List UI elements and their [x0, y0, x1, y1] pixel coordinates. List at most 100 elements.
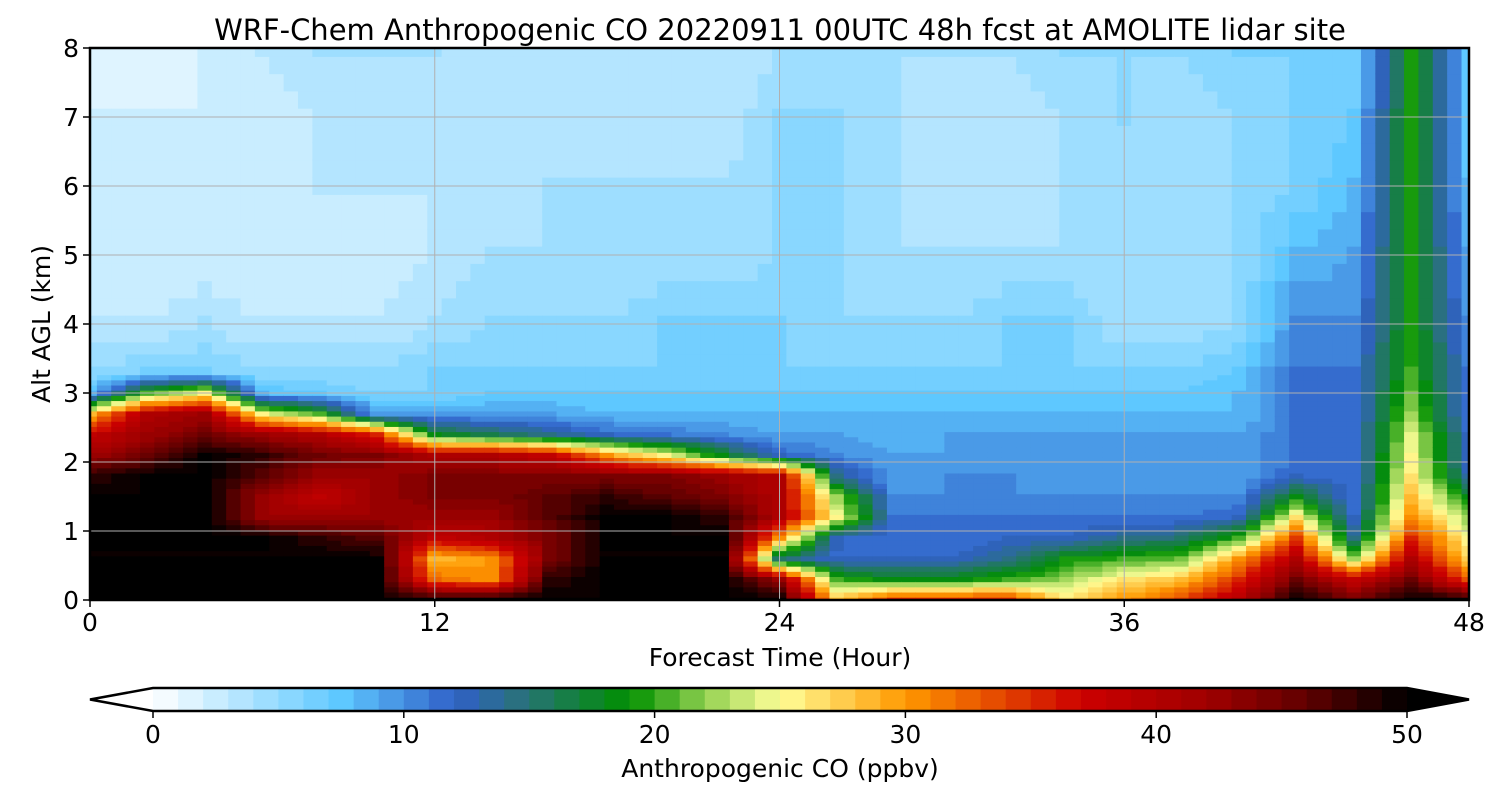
heatmap-cell — [958, 550, 974, 557]
heatmap-cell — [700, 483, 716, 490]
heatmap-cell — [269, 478, 285, 484]
heatmap-cell — [1174, 228, 1190, 247]
heatmap-cell — [355, 591, 371, 598]
heatmap-cell — [815, 597, 831, 600]
heatmap-cell — [111, 503, 127, 510]
heatmap-cell — [642, 415, 658, 422]
heatmap-cell — [240, 263, 256, 282]
heatmap-cell — [872, 280, 888, 299]
heatmap-cell — [542, 365, 558, 376]
heatmap-cell — [369, 415, 385, 422]
heatmap-cell — [226, 540, 242, 546]
heatmap-cell — [226, 514, 242, 521]
heatmap-cell — [815, 535, 831, 541]
heatmap-cell — [1030, 581, 1046, 588]
heatmap-cell — [269, 498, 285, 505]
heatmap-cell — [96, 410, 112, 417]
heatmap-cell — [154, 441, 170, 448]
heatmap-cell — [628, 297, 644, 316]
heatmap-cell — [283, 457, 299, 464]
heatmap-cell — [570, 431, 586, 438]
heatmap-cell — [355, 400, 371, 407]
heatmap-cell — [1030, 535, 1046, 541]
heatmap-cell — [341, 365, 357, 376]
heatmap-cell — [1174, 514, 1190, 521]
heatmap-cell — [886, 353, 902, 367]
heatmap-cell — [542, 405, 558, 412]
heatmap-cell — [800, 503, 816, 510]
heatmap-cell — [973, 263, 989, 282]
heatmap-cell — [657, 535, 673, 541]
heatmap-cell — [728, 263, 744, 282]
heatmap-cell — [384, 591, 400, 598]
heatmap-cell — [513, 560, 529, 567]
heatmap-cell — [355, 545, 371, 552]
heatmap-cell — [657, 452, 673, 458]
heatmap-cell — [757, 142, 773, 161]
heatmap-cell — [1001, 341, 1017, 355]
heatmap-cell — [1030, 142, 1046, 161]
heatmap-cell — [240, 591, 256, 598]
heatmap-cell — [341, 374, 357, 381]
heatmap-cell — [1073, 483, 1089, 490]
heatmap-cell — [355, 452, 371, 458]
heatmap-cell — [412, 379, 428, 386]
heatmap-cell — [743, 519, 759, 526]
heatmap-cell — [570, 365, 586, 376]
heatmap-cell — [1044, 73, 1060, 92]
heatmap-cell — [111, 586, 127, 593]
heatmap-cell — [341, 586, 357, 593]
heatmap-cell — [1088, 462, 1104, 469]
heatmap-cell — [269, 341, 285, 355]
heatmap-cell — [125, 535, 141, 541]
heatmap-cell — [614, 280, 629, 299]
heatmap-cell — [211, 488, 227, 495]
heatmap-cell — [987, 503, 1003, 510]
heatmap-cell — [628, 142, 644, 161]
heatmap-cell — [786, 467, 802, 474]
heatmap-cell — [183, 329, 199, 343]
heatmap-cell — [1016, 472, 1032, 479]
heatmap-cell — [657, 462, 673, 469]
heatmap-cell — [154, 159, 170, 178]
heatmap-cell — [412, 457, 428, 464]
heatmap-cell — [326, 228, 342, 247]
heatmap-cell — [786, 329, 802, 343]
heatmap-cell — [614, 379, 629, 386]
heatmap-cell — [455, 452, 471, 458]
heatmap-cell — [254, 581, 270, 588]
heatmap-cell — [585, 159, 601, 178]
heatmap-cell — [973, 555, 989, 562]
heatmap-cell — [369, 405, 385, 412]
heatmap-cell — [671, 90, 687, 109]
heatmap-cell — [154, 524, 170, 531]
heatmap-cell — [1131, 194, 1147, 213]
heatmap-cell — [513, 125, 529, 144]
heatmap-cell — [283, 462, 299, 469]
heatmap-cell — [211, 315, 227, 331]
heatmap-cell — [154, 498, 170, 505]
heatmap-cell — [542, 462, 558, 469]
heatmap-cell — [930, 421, 945, 427]
heatmap-cell — [1088, 514, 1104, 521]
heatmap-cell — [542, 571, 558, 578]
heatmap-cell — [470, 529, 486, 536]
heatmap-cell — [700, 488, 716, 495]
heatmap-cell — [1001, 159, 1017, 178]
heatmap-cell — [484, 478, 500, 484]
heatmap-cell — [1001, 410, 1017, 417]
heatmap-cell — [585, 560, 601, 567]
heatmap-cell — [1001, 379, 1017, 386]
heatmap-cell — [671, 211, 687, 230]
heatmap-cell — [1102, 400, 1118, 407]
heatmap-cell — [728, 571, 744, 578]
heatmap-cell — [326, 529, 342, 536]
heatmap-cell — [527, 467, 543, 474]
heatmap-cell — [915, 415, 931, 422]
heatmap-cell — [829, 503, 845, 510]
heatmap-cell — [1044, 405, 1060, 412]
heatmap-cell — [930, 488, 945, 495]
heatmap-cell — [412, 431, 428, 438]
heatmap-cell — [1102, 374, 1118, 381]
heatmap-cell — [499, 415, 515, 422]
